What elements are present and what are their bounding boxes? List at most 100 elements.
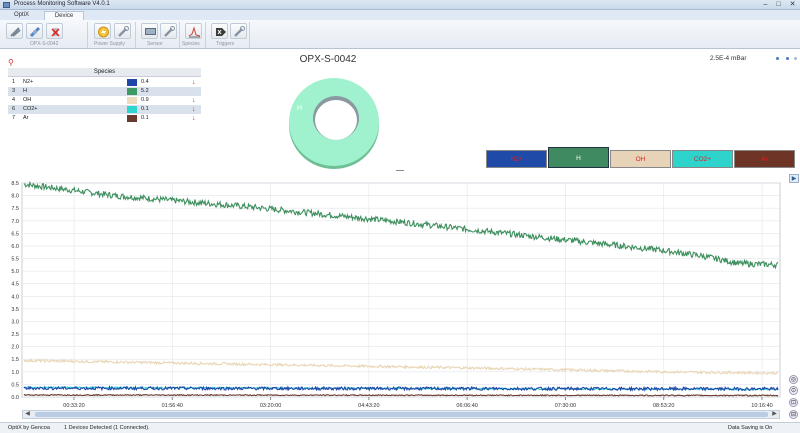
species-name: CO2+ (23, 106, 38, 112)
panel-collapse-handle[interactable] (396, 170, 404, 171)
species-row[interactable]: 1 N2+ 0.4 ↓ (8, 78, 201, 87)
triggers-button[interactable] (211, 23, 228, 39)
y-tick-label: 3.0 (11, 319, 19, 325)
x-tick-label: 06:06:40 (456, 403, 477, 409)
sensor-settings-button[interactable] (160, 23, 177, 39)
species-name: Ar (23, 115, 29, 121)
minimize-button[interactable]: – (763, 1, 768, 8)
play-button[interactable]: ▶ (789, 174, 799, 183)
species-button-ar[interactable]: Ar (734, 150, 795, 168)
series-line-ar (23, 393, 779, 397)
ribbon-group-device: OPX-S-0042 (2, 22, 88, 48)
species-index: 4 (12, 97, 16, 103)
disconnect-icon (51, 28, 60, 37)
sensor-label: H (297, 105, 302, 112)
plot-area (21, 182, 781, 398)
species-color-swatch (127, 79, 137, 86)
ribbon-group-sensor: Sensor (138, 22, 180, 48)
ribbon-tabs: OptiX Device (0, 10, 800, 20)
settings-button[interactable]: ⊟ (789, 410, 798, 419)
species-button-n2[interactable]: N2+ (486, 150, 547, 168)
species-name: OH (23, 97, 32, 103)
y-tick-label: 1.5 (11, 357, 19, 363)
x-tick-label: 07:30:00 (555, 403, 576, 409)
sensor-ring: H (284, 72, 384, 172)
y-tick-label: 7.0 (11, 219, 19, 225)
trend-down-icon: ↓ (192, 97, 196, 104)
species-button-h[interactable]: H (548, 147, 609, 168)
export-button[interactable]: ⊡ (789, 398, 798, 407)
x-tick-label: 03:20:00 (260, 403, 281, 409)
scroll-right-arrow[interactable]: ▶ (772, 411, 777, 417)
y-tick-label: 0.5 (11, 382, 19, 388)
series-line-n2 (23, 384, 779, 392)
cursor-tool-button[interactable]: ⊙ (789, 386, 798, 395)
ribbon-label-species: Species (182, 41, 200, 47)
app-icon (3, 2, 10, 8)
species-color-swatch (127, 106, 137, 113)
wrench-icon (118, 26, 129, 37)
power-supply-settings-button[interactable] (114, 23, 131, 39)
species-value: 0.9 (141, 97, 149, 103)
power-icon (98, 26, 109, 38)
ribbon-toolbar: OPX-S-0042 Power Supply Sensor Species T… (0, 20, 800, 49)
spectrum-icon (188, 26, 201, 38)
species-value: 0.1 (141, 115, 149, 121)
y-tick-label: 2.5 (11, 332, 19, 338)
species-color-swatch (127, 115, 137, 122)
x-tick-label: 10:16:40 (751, 403, 772, 409)
species-row[interactable]: 4 OH 0.9 ↓ (8, 96, 201, 105)
wrench-icon (164, 26, 175, 37)
pin-icon[interactable]: ⚲ (8, 58, 14, 67)
status-devices: 1 Devices Detected (1 Connected). (64, 425, 150, 431)
species-table-header: Species (8, 68, 201, 77)
connect-button[interactable] (6, 23, 23, 39)
horizontal-scrollbar[interactable]: ◀ ▶ (22, 410, 780, 419)
ribbon-group-power-supply: Power Supply (90, 22, 136, 48)
sensor-button[interactable] (141, 23, 158, 39)
trend-down-icon: ↓ (192, 106, 196, 113)
ribbon-label-power-supply: Power Supply (94, 41, 125, 47)
tab-device[interactable]: Device (44, 11, 84, 20)
maximize-button[interactable]: □ (776, 1, 781, 8)
zoom-fit-button[interactable]: ◎ (789, 375, 798, 384)
species-button-co2[interactable]: CO2+ (672, 150, 733, 168)
trigger-icon (216, 28, 226, 36)
species-button-oh[interactable]: OH (610, 150, 671, 168)
window-titlebar: Process Monitoring Software V4.0.1 – □ ✕ (0, 0, 800, 10)
species-color-swatch (127, 97, 137, 104)
close-button[interactable]: ✕ (789, 1, 796, 8)
scroll-thumb[interactable] (35, 412, 768, 417)
scroll-left-arrow[interactable]: ◀ (25, 411, 30, 417)
link-icon (29, 26, 41, 38)
species-row[interactable]: 6 CO2+ 0.1 ↓ (8, 105, 201, 114)
device-name: OPX-S-0042 (299, 54, 357, 65)
sensor-ring-graphic: H (289, 78, 379, 169)
y-tick-label: 4.5 (11, 282, 19, 288)
species-button[interactable] (185, 23, 202, 39)
y-tick-label: 6.5 (11, 231, 19, 237)
species-row[interactable]: 3 H 5.2 (8, 87, 201, 96)
species-color-swatch (127, 88, 137, 95)
disconnect-button[interactable] (46, 23, 63, 39)
species-value: 0.1 (141, 106, 149, 112)
ribbon-label-sensor: Sensor (147, 41, 163, 47)
x-tick-label: 01:56:40 (162, 403, 183, 409)
status-data-saving: Data Saving is On (728, 425, 773, 431)
species-name: H (23, 88, 27, 94)
y-tick-label: 2.0 (11, 345, 19, 351)
link-button[interactable] (26, 23, 43, 39)
wrench-icon (234, 26, 245, 37)
power-supply-button[interactable] (94, 23, 111, 39)
species-index: 7 (12, 115, 16, 121)
status-vendor: OptiX by Gencoa (8, 425, 50, 431)
ribbon-label-triggers: Triggers (216, 41, 235, 47)
triggers-settings-button[interactable] (230, 23, 247, 39)
x-tick-label: 08:53:20 (653, 403, 674, 409)
species-value: 0.4 (141, 79, 149, 85)
y-tick-label: 5.0 (11, 269, 19, 275)
time-series-chart[interactable]: 0.0 0.5 1.0 1.5 2.0 2.5 3.0 3.5 4.0 4.5 5.0 5.5 6.0 6… (0, 175, 800, 422)
species-row[interactable]: 7 Ar 0.1 ↓ (8, 114, 201, 123)
species-index: 6 (12, 106, 16, 112)
tab-optix[interactable]: OptiX (14, 12, 30, 18)
